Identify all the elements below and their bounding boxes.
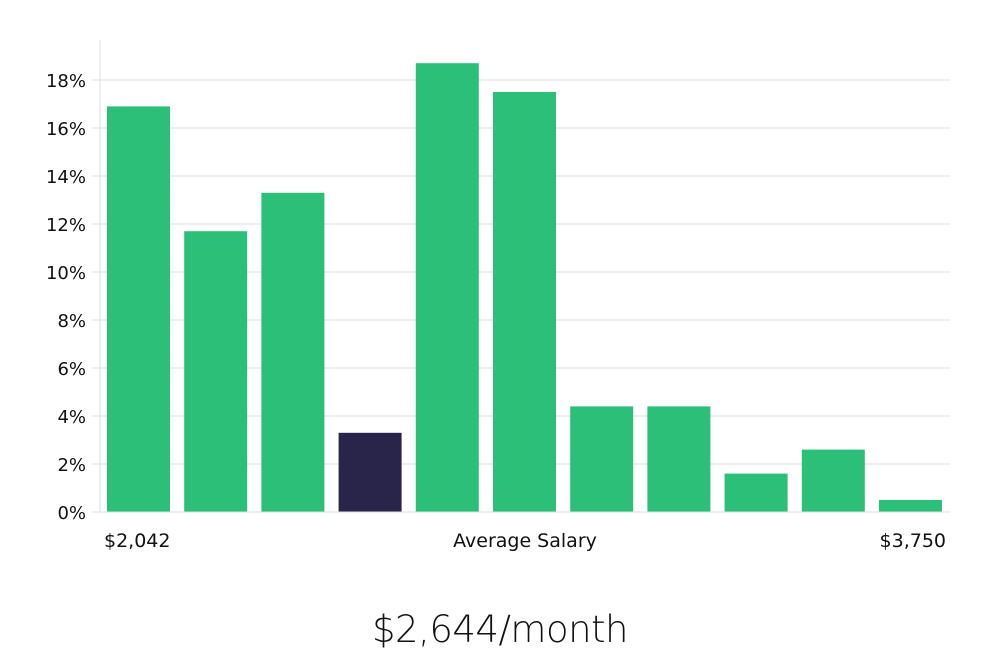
y-tick-label: 0% — [57, 503, 86, 524]
bar-highlighted — [338, 432, 402, 512]
y-tick-label: 2% — [57, 455, 86, 476]
bar — [493, 92, 556, 512]
x-min-label: $2,042 — [104, 530, 170, 552]
bar — [801, 449, 865, 512]
y-axis: 0% 2% 4% 6% 8% 10% 12% 14% 16% 18% — [46, 71, 100, 524]
x-center-label: Average Salary — [453, 530, 597, 552]
x-max-label: $3,750 — [880, 530, 946, 552]
bar — [261, 192, 325, 513]
y-tick-label: 18% — [46, 71, 86, 92]
y-tick-label: 4% — [57, 407, 86, 428]
salary-distribution-chart: 0% 2% 4% 6% 8% 10% 12% 14% 16% 18% $2,042 Average… — [46, 40, 950, 552]
y-tick-label: 14% — [46, 167, 86, 188]
bars — [107, 63, 942, 513]
y-tick-label: 6% — [57, 359, 86, 380]
bar — [184, 231, 248, 512]
y-tick-label: 12% — [46, 215, 86, 236]
bar — [724, 473, 788, 512]
bar — [879, 500, 942, 512]
y-tick-label: 10% — [46, 263, 86, 284]
y-tick-label: 8% — [57, 311, 86, 332]
bar — [415, 63, 479, 512]
average-salary-value: $2,644/month — [371, 608, 629, 651]
bar — [570, 406, 634, 512]
bar — [107, 106, 170, 513]
y-tick-label: 16% — [46, 119, 86, 140]
bar — [647, 406, 711, 512]
